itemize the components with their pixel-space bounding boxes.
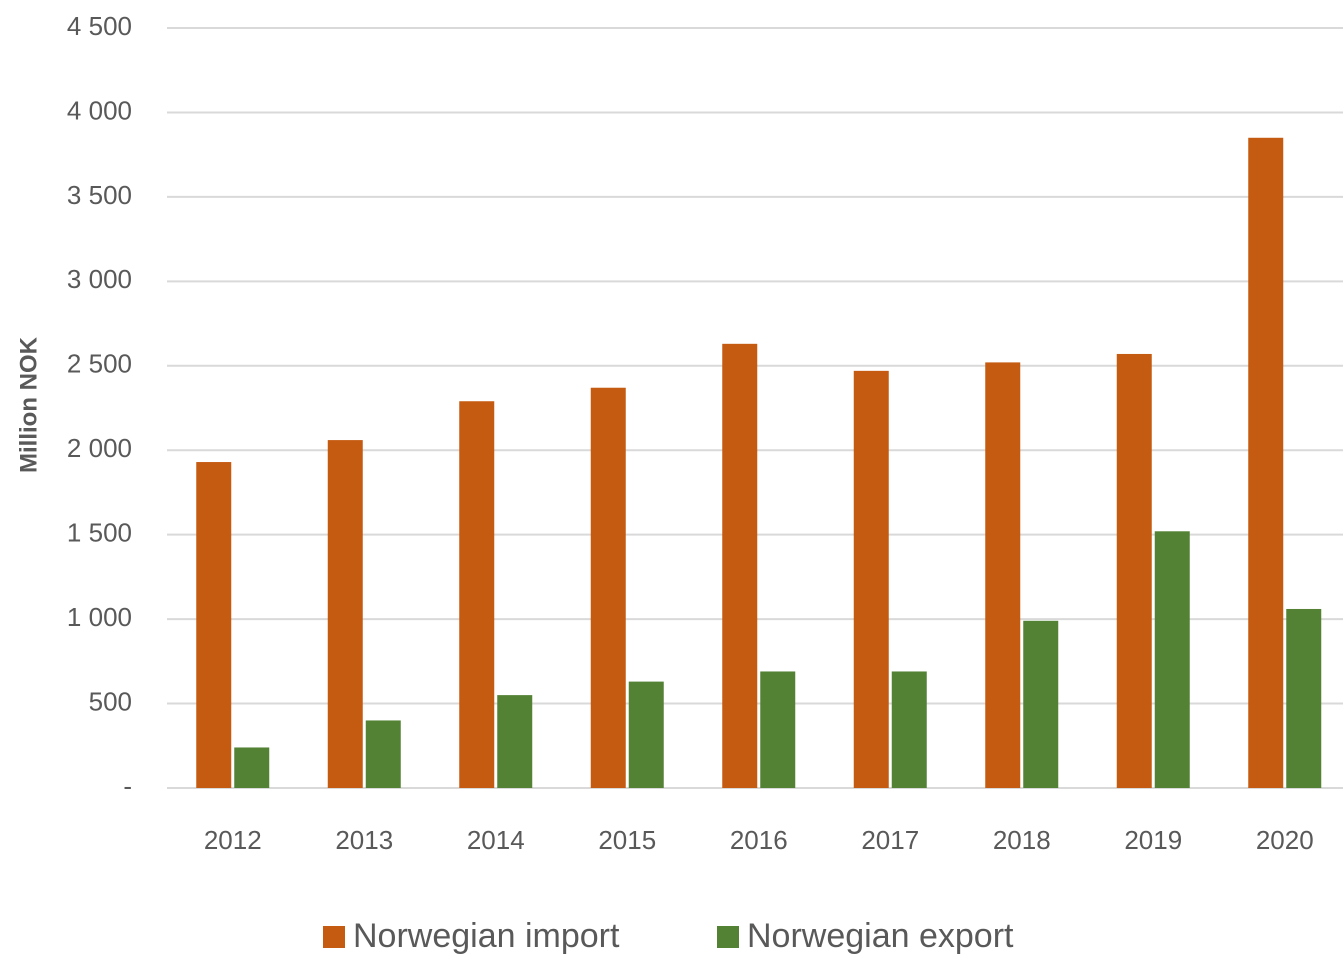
bar	[1116, 353, 1152, 788]
x-tick-label: 2015	[598, 825, 656, 855]
y-tick-label: 2 500	[67, 349, 132, 379]
bar	[722, 343, 758, 788]
bar	[985, 362, 1021, 788]
bar	[628, 681, 664, 788]
bar	[327, 440, 363, 788]
x-tick-label: 2016	[730, 825, 788, 855]
legend-label: Norwegian import	[353, 917, 620, 955]
y-axis-label: Million NOK	[15, 336, 42, 473]
bar	[459, 401, 495, 788]
x-tick-label: 2018	[993, 825, 1051, 855]
y-tick-label: 4 000	[67, 95, 132, 125]
x-tick-label: 2017	[861, 825, 919, 855]
bar	[1248, 137, 1284, 788]
y-tick-label: -	[123, 771, 132, 801]
y-tick-label: 500	[89, 686, 132, 716]
legend-swatch	[717, 926, 739, 948]
bar	[365, 720, 401, 788]
y-tick-label: 4 500	[67, 11, 132, 41]
bar	[760, 671, 796, 788]
bar	[234, 747, 270, 788]
bar	[196, 462, 232, 788]
bar	[853, 370, 889, 788]
x-tick-label: 2012	[204, 825, 262, 855]
x-tick-label: 2014	[467, 825, 525, 855]
bar	[891, 671, 927, 788]
x-tick-label: 2020	[1256, 825, 1314, 855]
y-tick-label: 2 000	[67, 433, 132, 463]
bar	[590, 387, 626, 788]
bar	[1286, 608, 1322, 788]
bar	[497, 695, 533, 788]
y-tick-label: 3 000	[67, 264, 132, 294]
bar	[1023, 620, 1059, 788]
y-tick-label: 1 000	[67, 602, 132, 632]
x-tick-label: 2013	[335, 825, 393, 855]
legend-label: Norwegian export	[747, 917, 1014, 955]
y-tick-label: 1 500	[67, 518, 132, 548]
legend-swatch	[323, 926, 345, 948]
y-tick-label: 3 500	[67, 180, 132, 210]
x-tick-label: 2019	[1124, 825, 1182, 855]
bar	[1154, 531, 1190, 788]
